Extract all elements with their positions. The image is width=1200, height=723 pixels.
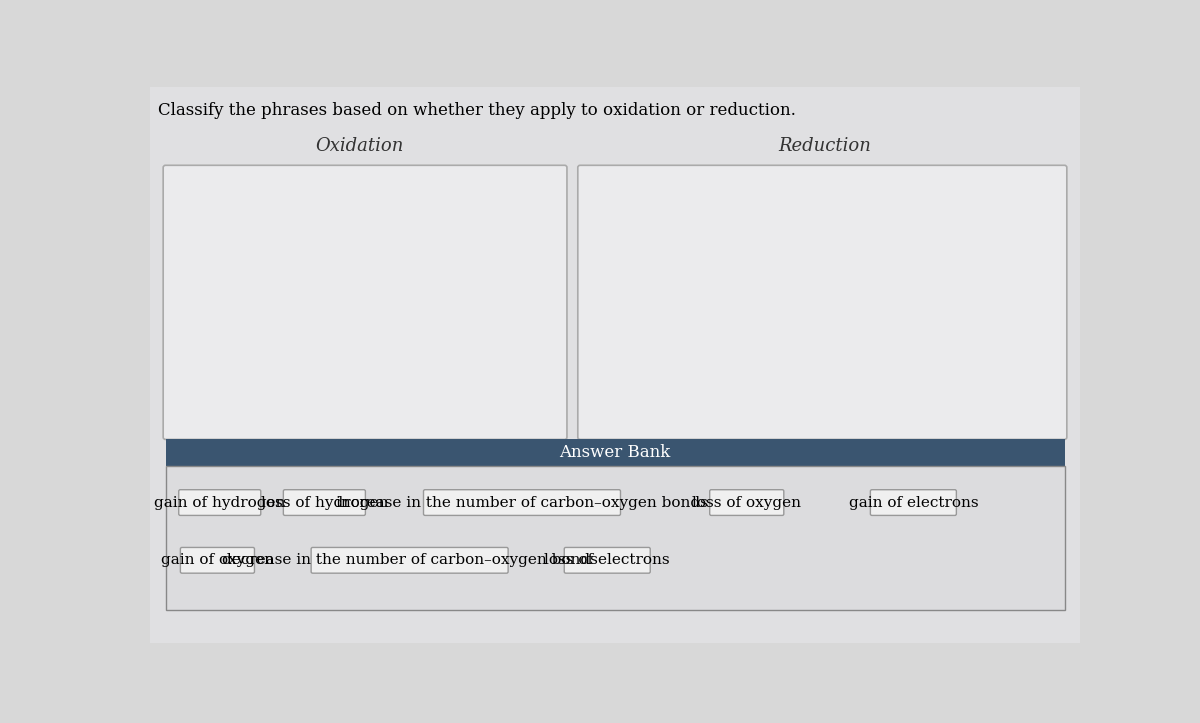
Text: Answer Bank: Answer Bank [559, 444, 671, 461]
FancyBboxPatch shape [163, 166, 566, 440]
Text: decrease in the number of carbon–oxygen bonds: decrease in the number of carbon–oxygen … [222, 553, 598, 568]
FancyBboxPatch shape [564, 547, 650, 573]
FancyBboxPatch shape [150, 87, 1080, 643]
FancyBboxPatch shape [870, 489, 956, 515]
FancyBboxPatch shape [311, 547, 508, 573]
Text: Oxidation: Oxidation [316, 137, 403, 155]
Text: Classify the phrases based on whether they apply to oxidation or reduction.: Classify the phrases based on whether th… [157, 102, 796, 119]
FancyBboxPatch shape [166, 466, 1064, 610]
FancyBboxPatch shape [180, 547, 254, 573]
Text: gain of electrons: gain of electrons [848, 495, 978, 510]
Text: gain of oxygen: gain of oxygen [161, 553, 274, 568]
Text: Reduction: Reduction [778, 137, 871, 155]
Text: increase in the number of carbon–oxygen bonds: increase in the number of carbon–oxygen … [336, 495, 708, 510]
FancyBboxPatch shape [709, 489, 784, 515]
Text: loss of oxygen: loss of oxygen [692, 495, 802, 510]
Text: loss of electrons: loss of electrons [545, 553, 670, 568]
FancyBboxPatch shape [179, 489, 260, 515]
FancyBboxPatch shape [424, 489, 620, 515]
FancyBboxPatch shape [166, 440, 1064, 466]
Text: loss of hydrogen: loss of hydrogen [260, 495, 388, 510]
Text: gain of hydrogen: gain of hydrogen [154, 495, 286, 510]
FancyBboxPatch shape [283, 489, 365, 515]
FancyBboxPatch shape [578, 166, 1067, 440]
